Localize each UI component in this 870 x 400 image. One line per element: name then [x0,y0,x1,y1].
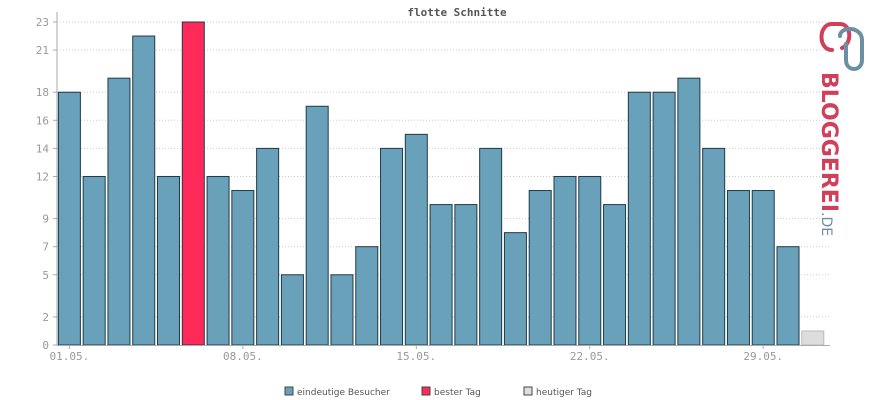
bar [726,190,750,346]
y-tick-label: 2 [42,311,49,324]
bar [578,175,602,346]
bar [82,175,106,346]
legend-swatch [284,386,294,396]
legend-swatch [421,386,431,396]
bar [280,274,304,346]
bar [454,204,478,346]
bar [677,77,701,346]
bar [479,147,503,346]
y-tick-label: 18 [36,86,49,99]
bar [206,175,230,346]
bar [429,204,453,346]
bar [380,147,404,346]
bar [776,246,800,346]
x-tick-label: 15.05. [396,350,436,363]
axes [56,12,830,346]
y-tick-label: 0 [42,339,49,352]
bar [132,35,156,346]
bar [231,190,255,346]
y-tick-label: 16 [36,114,49,127]
bar [603,204,627,346]
legend-label: bester Tag [434,388,481,398]
bar [404,133,428,346]
bar [157,175,181,346]
logo-text: BLOGGEREI.DE [816,72,841,236]
x-tick-label: 08.05. [223,350,263,363]
y-tick-label: 21 [36,44,49,57]
x-tick-labels: 01.05. 08.05. 15.05. 22.05. 29.05. [50,345,783,363]
bar [256,147,280,346]
bar [305,105,329,346]
chart-title: flotte Schnitte [407,6,507,19]
logo-mark-icon [819,22,864,71]
x-tick-label: 22.05. [570,350,610,363]
bar [627,91,651,346]
bar [355,246,379,346]
y-tick-labels: 0 2 5 7 9 12 14 16 18 21 23 [36,16,57,352]
bar [553,175,577,346]
legend-label: heutiger Tag [536,388,592,398]
bar [528,190,552,346]
bar [751,190,775,346]
y-tick-label: 12 [36,170,49,183]
x-tick-label: 01.05. [50,350,90,363]
legend-label: eindeutige Besucher [297,388,390,398]
x-tick-label: 29.05. [743,350,783,363]
bar [330,274,354,346]
bar [57,91,81,346]
y-tick-label: 7 [42,241,49,254]
y-tick-label: 5 [42,269,49,282]
bars [57,21,825,346]
bar-today [801,330,825,346]
legend: eindeutige Besucher bester Tag heutiger Ta… [284,386,592,398]
y-tick-label: 14 [36,142,50,155]
legend-swatch [523,386,533,396]
bar [107,77,131,346]
bloggerei-logo: BLOGGEREI.DE [816,22,864,236]
bar [503,232,527,346]
y-tick-label: 9 [42,213,49,226]
bar-best-day [181,21,205,346]
bar [652,91,676,346]
y-tick-label: 23 [36,16,49,29]
bar [702,147,726,346]
